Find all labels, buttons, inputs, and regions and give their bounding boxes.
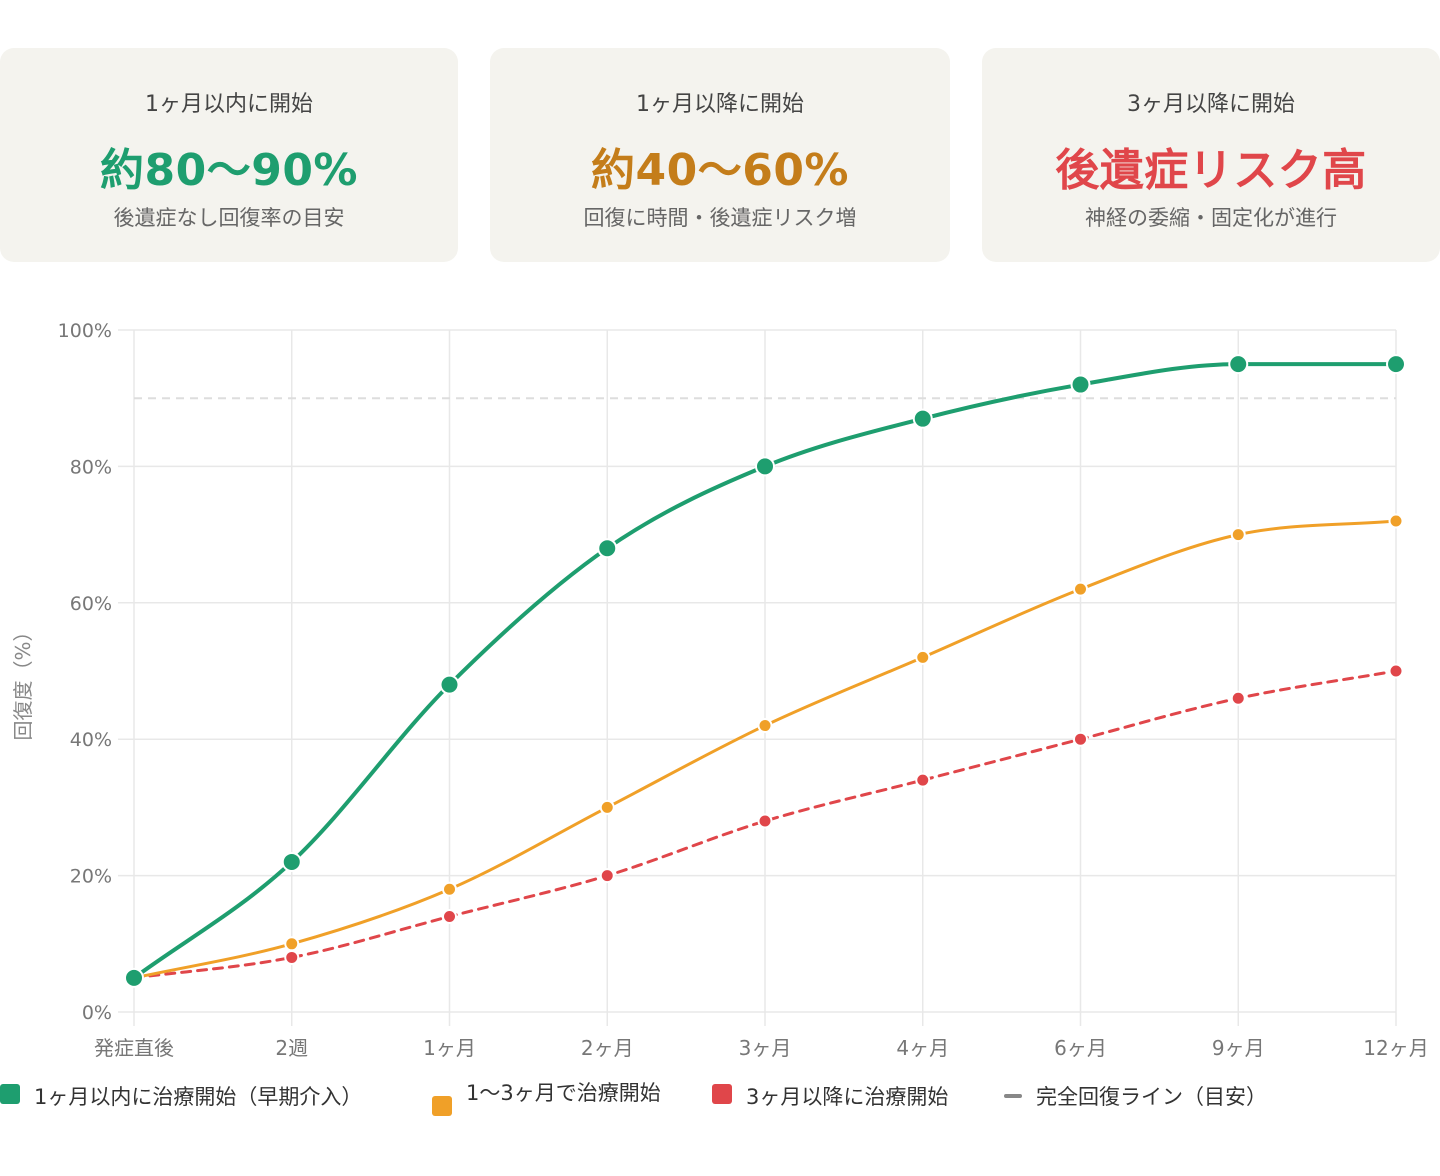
series-0-point	[755, 456, 775, 477]
x-tick-label: 3ヶ月	[739, 1036, 792, 1060]
series-line-2	[132, 669, 1398, 980]
legend-item-late[interactable]: 3ヶ月以降に治療開始	[712, 1080, 948, 1114]
series-1-point	[1230, 527, 1246, 543]
legend-label: 1ヶ月以内に治療開始（早期介入）	[34, 1085, 363, 1109]
x-tick-label: 2ヶ月	[581, 1036, 634, 1060]
x-tick-label: 1ヶ月	[423, 1036, 476, 1060]
x-tick-label: 12ヶ月	[1363, 1036, 1428, 1060]
card-after-3-months: 3ヶ月以降に開始 後遺症リスク高 神経の委縮・固定化が進行	[982, 48, 1440, 262]
legend-swatch	[432, 1096, 452, 1116]
y-tick-label: 60%	[70, 593, 112, 615]
x-tick-label: 4ヶ月	[896, 1036, 949, 1060]
legend-item-early[interactable]: 1ヶ月以内に治療開始（早期介入）	[0, 1080, 362, 1114]
series-2-point	[757, 813, 773, 829]
legend-swatch	[712, 1084, 732, 1104]
series-0-point	[597, 538, 618, 559]
series-0-point	[124, 967, 144, 988]
legend-label: 1〜3ヶ月で治療開始	[466, 1081, 661, 1105]
card-label: 3ヶ月以降に開始	[1127, 92, 1295, 117]
series-1-point	[1388, 513, 1404, 529]
series-1-point	[1073, 581, 1088, 597]
series-1-point	[599, 799, 615, 815]
summary-cards: 1ヶ月以内に開始 約80〜90% 後遺症なし回復率の目安 1ヶ月以降に開始 約4…	[0, 48, 1440, 262]
series-2-point	[1073, 731, 1088, 747]
legend-item-full-recovery[interactable]: 完全回復ライン（目安）	[1004, 1080, 1267, 1114]
series-2-point	[599, 868, 615, 884]
y-tick-label: 20%	[70, 866, 112, 888]
card-value: 約80〜90%	[99, 145, 359, 196]
x-tick-label: 9ヶ月	[1212, 1036, 1265, 1060]
legend-swatch	[0, 1084, 20, 1104]
x-tick-label: 6ヶ月	[1054, 1036, 1107, 1060]
legend-label: 完全回復ライン（目安）	[1036, 1085, 1267, 1109]
x-tick-label: 発症直後	[94, 1036, 174, 1060]
series-2-point	[1230, 690, 1246, 706]
card-within-1-month: 1ヶ月以内に開始 約80〜90% 後遺症なし回復率の目安	[0, 48, 458, 262]
recovery-line-chart: 0% 20% 40% 60% 80% 100% 発症直後 2週 1ヶ月 2ヶ月 3ヶ月 4ヶ月 6ヶ月 9…	[11, 320, 1429, 1060]
x-tick-label: 2週	[275, 1036, 308, 1060]
series-2-point	[1388, 663, 1404, 679]
card-label: 1ヶ月以降に開始	[636, 92, 804, 117]
legend-label: 3ヶ月以降に治療開始	[746, 1085, 949, 1109]
card-sub: 回復に時間・後遺症リスク増	[583, 206, 857, 230]
series-line-0	[132, 362, 1398, 980]
legend-dash	[1004, 1094, 1022, 1098]
series-1-point	[915, 649, 931, 665]
series-1-point	[757, 718, 773, 734]
chart-legend: 1ヶ月以内に治療開始（早期介入） 1〜3ヶ月で治療開始 3ヶ月以降に治療開始 完…	[0, 1080, 1440, 1160]
series-1-point	[442, 881, 457, 897]
series-1-point	[284, 936, 300, 952]
series-0-point	[281, 851, 302, 872]
y-tick-label: 100%	[58, 320, 112, 342]
legend-item-mid[interactable]: 1〜3ヶ月で治療開始	[432, 1076, 672, 1116]
series-0-point	[1070, 374, 1091, 395]
series-2-point	[284, 949, 300, 965]
card-sub: 神経の委縮・固定化が進行	[1085, 206, 1337, 230]
y-tick-label: 0%	[82, 1002, 112, 1024]
y-tick-label: 40%	[70, 729, 112, 751]
y-axis-label: 回復度（%）	[11, 621, 35, 740]
card-label: 1ヶ月以内に開始	[145, 92, 313, 117]
y-tick-label: 80%	[70, 456, 112, 478]
series-0-point	[912, 408, 933, 429]
series-0-point	[1228, 354, 1249, 375]
card-value: 約40〜60%	[590, 145, 850, 196]
series-2-point	[442, 909, 457, 925]
card-after-1-month: 1ヶ月以降に開始 約40〜60% 回復に時間・後遺症リスク増	[490, 48, 950, 262]
card-sub: 後遺症なし回復率の目安	[113, 206, 345, 230]
card-value: 後遺症リスク高	[1055, 145, 1367, 196]
series-0-point	[1386, 354, 1406, 375]
series-2-point	[915, 772, 931, 788]
series-0-point	[439, 674, 460, 695]
